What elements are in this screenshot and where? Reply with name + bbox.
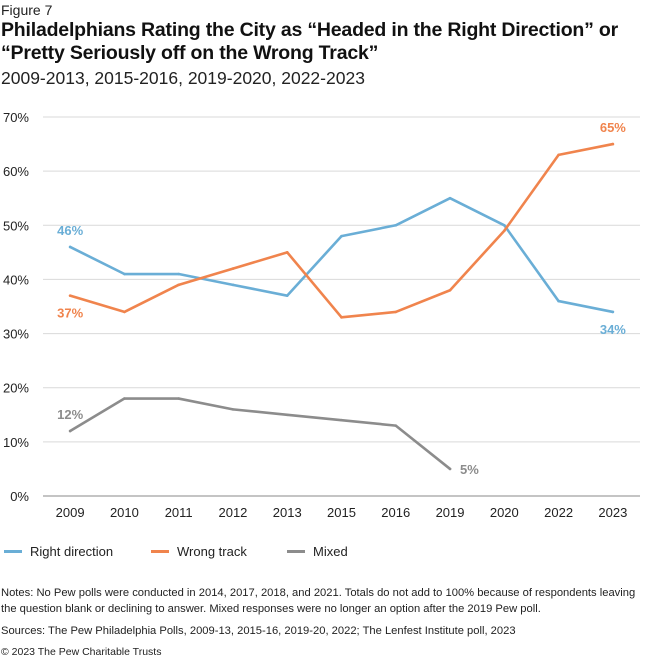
data-point-right-direction [340,234,343,238]
data-point-right-direction [68,245,72,249]
chart-sources: Sources: The Pew Philadelphia Polls, 200… [1,625,516,637]
chart-title: Philadelphians Rating the City as “Heade… [1,19,618,64]
y-tick-label: 20% [3,381,29,396]
x-tick-label: 2015 [327,505,356,520]
figure-label: Figure 7 [1,2,53,18]
legend-item-right-direction: Right direction [4,544,113,559]
data-point-wrong-track [285,251,289,254]
data-point-right-direction [177,272,180,276]
y-tick-label: 60% [3,164,29,179]
data-point-right-direction [557,299,560,303]
data-label-mixed: 5% [460,462,479,477]
data-point-mixed [340,418,343,422]
data-point-mixed [285,413,289,417]
x-tick-label: 2023 [598,505,627,520]
chart-subtitle: 2009-2013, 2015-2016, 2019-2020, 2022-20… [1,68,365,88]
legend-label-right-direction: Right direction [30,544,114,559]
x-tick-label: 2016 [381,505,410,520]
y-tick-label: 30% [3,327,29,342]
legend-label-mixed: Mixed [313,544,348,559]
data-label-right-direction: 46% [57,223,83,238]
y-tick-label: 70% [3,110,29,125]
data-point-wrong-track [340,316,343,319]
data-point-right-direction [394,223,398,227]
x-tick-label: 2022 [544,505,573,520]
x-tick-label: 2009 [56,505,85,520]
data-point-wrong-track [394,310,398,314]
data-label-wrong-track: 65% [600,120,626,135]
data-point-wrong-track [557,153,560,157]
data-label-wrong-track: 37% [57,306,83,321]
copyright: © 2023 The Pew Charitable Trusts [1,646,162,658]
data-point-right-direction [123,272,126,276]
data-point-mixed [68,429,72,433]
y-tick-label: 50% [3,218,29,233]
data-point-wrong-track [503,229,506,232]
x-tick-label: 2013 [273,505,302,520]
data-point-mixed [177,397,180,400]
data-point-right-direction [448,196,452,200]
data-point-right-direction [231,283,235,287]
data-point-wrong-track [123,310,126,314]
data-point-wrong-track [231,267,235,270]
y-tick-label: 40% [3,272,29,287]
legend-swatch-wrong-track [151,550,169,553]
x-tick-label: 2020 [490,505,519,520]
data-point-wrong-track [611,142,615,146]
legend-swatch-right-direction [4,550,22,553]
legend-swatch-mixed [287,550,305,553]
data-point-wrong-track [448,288,452,292]
series-line-mixed [68,397,452,471]
chart-notes: Notes: No Pew polls were conducted in 20… [1,587,636,615]
data-point-mixed [448,467,452,471]
data-point-right-direction [503,223,506,227]
y-tick-label: 10% [3,435,29,450]
data-point-mixed [231,408,235,411]
data-point-right-direction [611,310,615,314]
x-tick-label: 2010 [110,505,139,520]
data-point-right-direction [285,294,289,297]
legend-item-mixed: Mixed [287,544,348,559]
data-point-wrong-track [177,283,180,287]
x-tick-label: 2019 [436,505,465,520]
legend-item-wrong-track: Wrong track [151,544,247,559]
series-line-wrong-track [68,142,615,319]
legend-label-wrong-track: Wrong track [177,544,247,559]
data-point-wrong-track [68,294,72,297]
data-label-right-direction: 34% [600,322,626,337]
data-label-mixed: 12% [57,407,83,422]
data-point-mixed [123,397,126,400]
x-tick-label: 2012 [218,505,247,520]
series-line-right-direction [68,196,615,314]
x-tick-label: 2011 [165,505,193,520]
y-tick-label: 0% [10,489,29,504]
data-point-mixed [394,424,398,427]
line-chart: 0% 10% 20% 30% 40% 50% 60% 70% 2009 2010 2011 2012 2… [3,110,640,520]
